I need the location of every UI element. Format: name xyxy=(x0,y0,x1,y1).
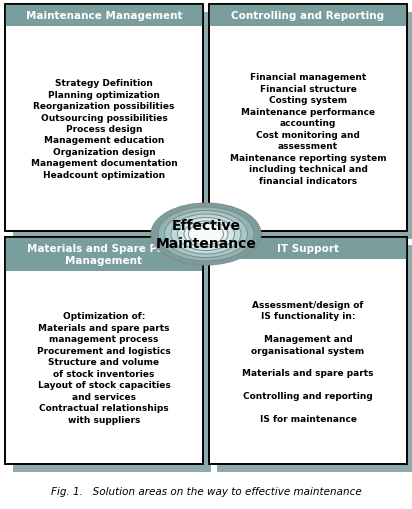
Ellipse shape xyxy=(171,215,241,254)
FancyBboxPatch shape xyxy=(5,238,203,271)
Text: Maintenance Management: Maintenance Management xyxy=(26,11,182,21)
FancyBboxPatch shape xyxy=(5,5,203,27)
Ellipse shape xyxy=(151,204,261,266)
Text: Strategy Definition
Planning optimization
Reorganization possibilities
Outsourci: Strategy Definition Planning optimizatio… xyxy=(30,79,178,180)
Ellipse shape xyxy=(164,211,248,258)
Text: Assessment/design of
IS functionality in:

Management and
organisational system
: Assessment/design of IS functionality in… xyxy=(242,300,374,423)
FancyBboxPatch shape xyxy=(5,5,203,232)
FancyBboxPatch shape xyxy=(209,5,407,27)
Text: Financial management
Financial structure
Costing system
Maintenance performance
: Financial management Financial structure… xyxy=(229,73,386,185)
Ellipse shape xyxy=(184,221,228,247)
FancyBboxPatch shape xyxy=(209,238,407,464)
Ellipse shape xyxy=(189,223,223,245)
Text: Optimization of:
Materials and spare parts
management process
Procurement and lo: Optimization of: Materials and spare par… xyxy=(37,312,171,423)
FancyBboxPatch shape xyxy=(217,13,412,240)
Text: IT Support: IT Support xyxy=(277,243,339,253)
FancyBboxPatch shape xyxy=(13,245,211,472)
Text: Effective
Maintenance: Effective Maintenance xyxy=(156,219,256,250)
Ellipse shape xyxy=(158,208,254,262)
Text: Fig. 1.   Solution areas on the way to effective maintenance: Fig. 1. Solution areas on the way to eff… xyxy=(51,486,361,496)
Text: Materials and Spare Parts
Management: Materials and Spare Parts Management xyxy=(27,244,180,265)
FancyBboxPatch shape xyxy=(217,245,412,472)
FancyBboxPatch shape xyxy=(13,13,211,240)
FancyBboxPatch shape xyxy=(5,238,203,464)
FancyBboxPatch shape xyxy=(209,5,407,232)
Ellipse shape xyxy=(178,218,234,251)
FancyBboxPatch shape xyxy=(209,238,407,260)
Text: Controlling and Reporting: Controlling and Reporting xyxy=(232,11,384,21)
